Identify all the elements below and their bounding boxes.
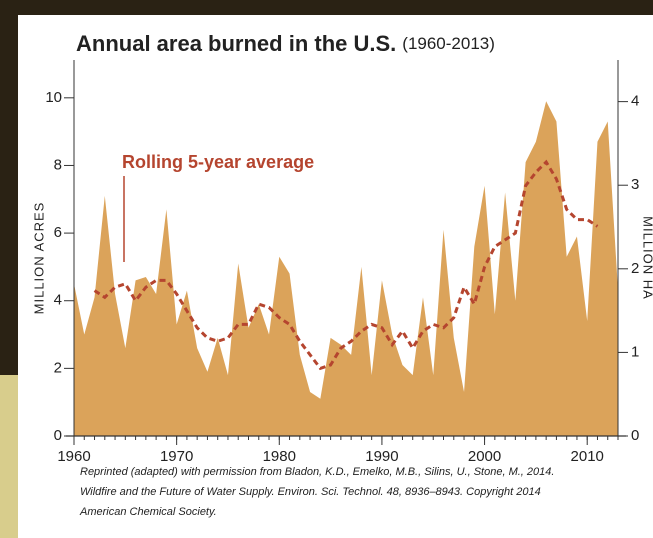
x-tick-label: 1970 xyxy=(160,448,193,465)
y-axis-label: MILLION ACRES xyxy=(31,202,46,315)
side-panel xyxy=(0,375,18,538)
y-tick-label: 8 xyxy=(54,156,62,173)
subtitle: (1960-2013) xyxy=(402,34,495,53)
y-tick-label: 4 xyxy=(54,292,62,309)
x-tick-label: 1980 xyxy=(263,448,296,465)
y2-tick-label: 2 xyxy=(631,260,639,277)
y2-tick-label: 3 xyxy=(631,176,639,193)
y2-axis-label: MILLION HA xyxy=(641,216,653,300)
source-line: Reprinted (adapted) with permission from… xyxy=(80,466,554,478)
y-tick-label: 2 xyxy=(54,359,62,376)
y2-tick-label: 0 xyxy=(631,427,639,444)
x-tick-label: 2010 xyxy=(571,448,604,465)
x-tick-label: 1960 xyxy=(57,448,90,465)
chart: Annual area burned in the U.S. (1960-2013… xyxy=(0,0,653,538)
x-tick-label: 2000 xyxy=(468,448,501,465)
source-line: American Chemical Society. xyxy=(79,506,217,518)
source-line: Wildfire and the Future of Water Supply.… xyxy=(80,486,541,498)
y2-tick-label: 4 xyxy=(631,93,639,110)
y2-tick-label: 1 xyxy=(631,343,639,360)
y-tick-label: 6 xyxy=(54,224,62,241)
title-main: Annual area burned in the U.S. xyxy=(76,31,396,56)
annotation: Rolling 5-year average xyxy=(122,152,314,172)
y-tick-label: 10 xyxy=(45,89,62,106)
x-tick-label: 1990 xyxy=(365,448,398,465)
chart-title: Annual area burned in the U.S. (1960-2013… xyxy=(76,31,495,56)
y-tick-label: 0 xyxy=(54,427,62,444)
